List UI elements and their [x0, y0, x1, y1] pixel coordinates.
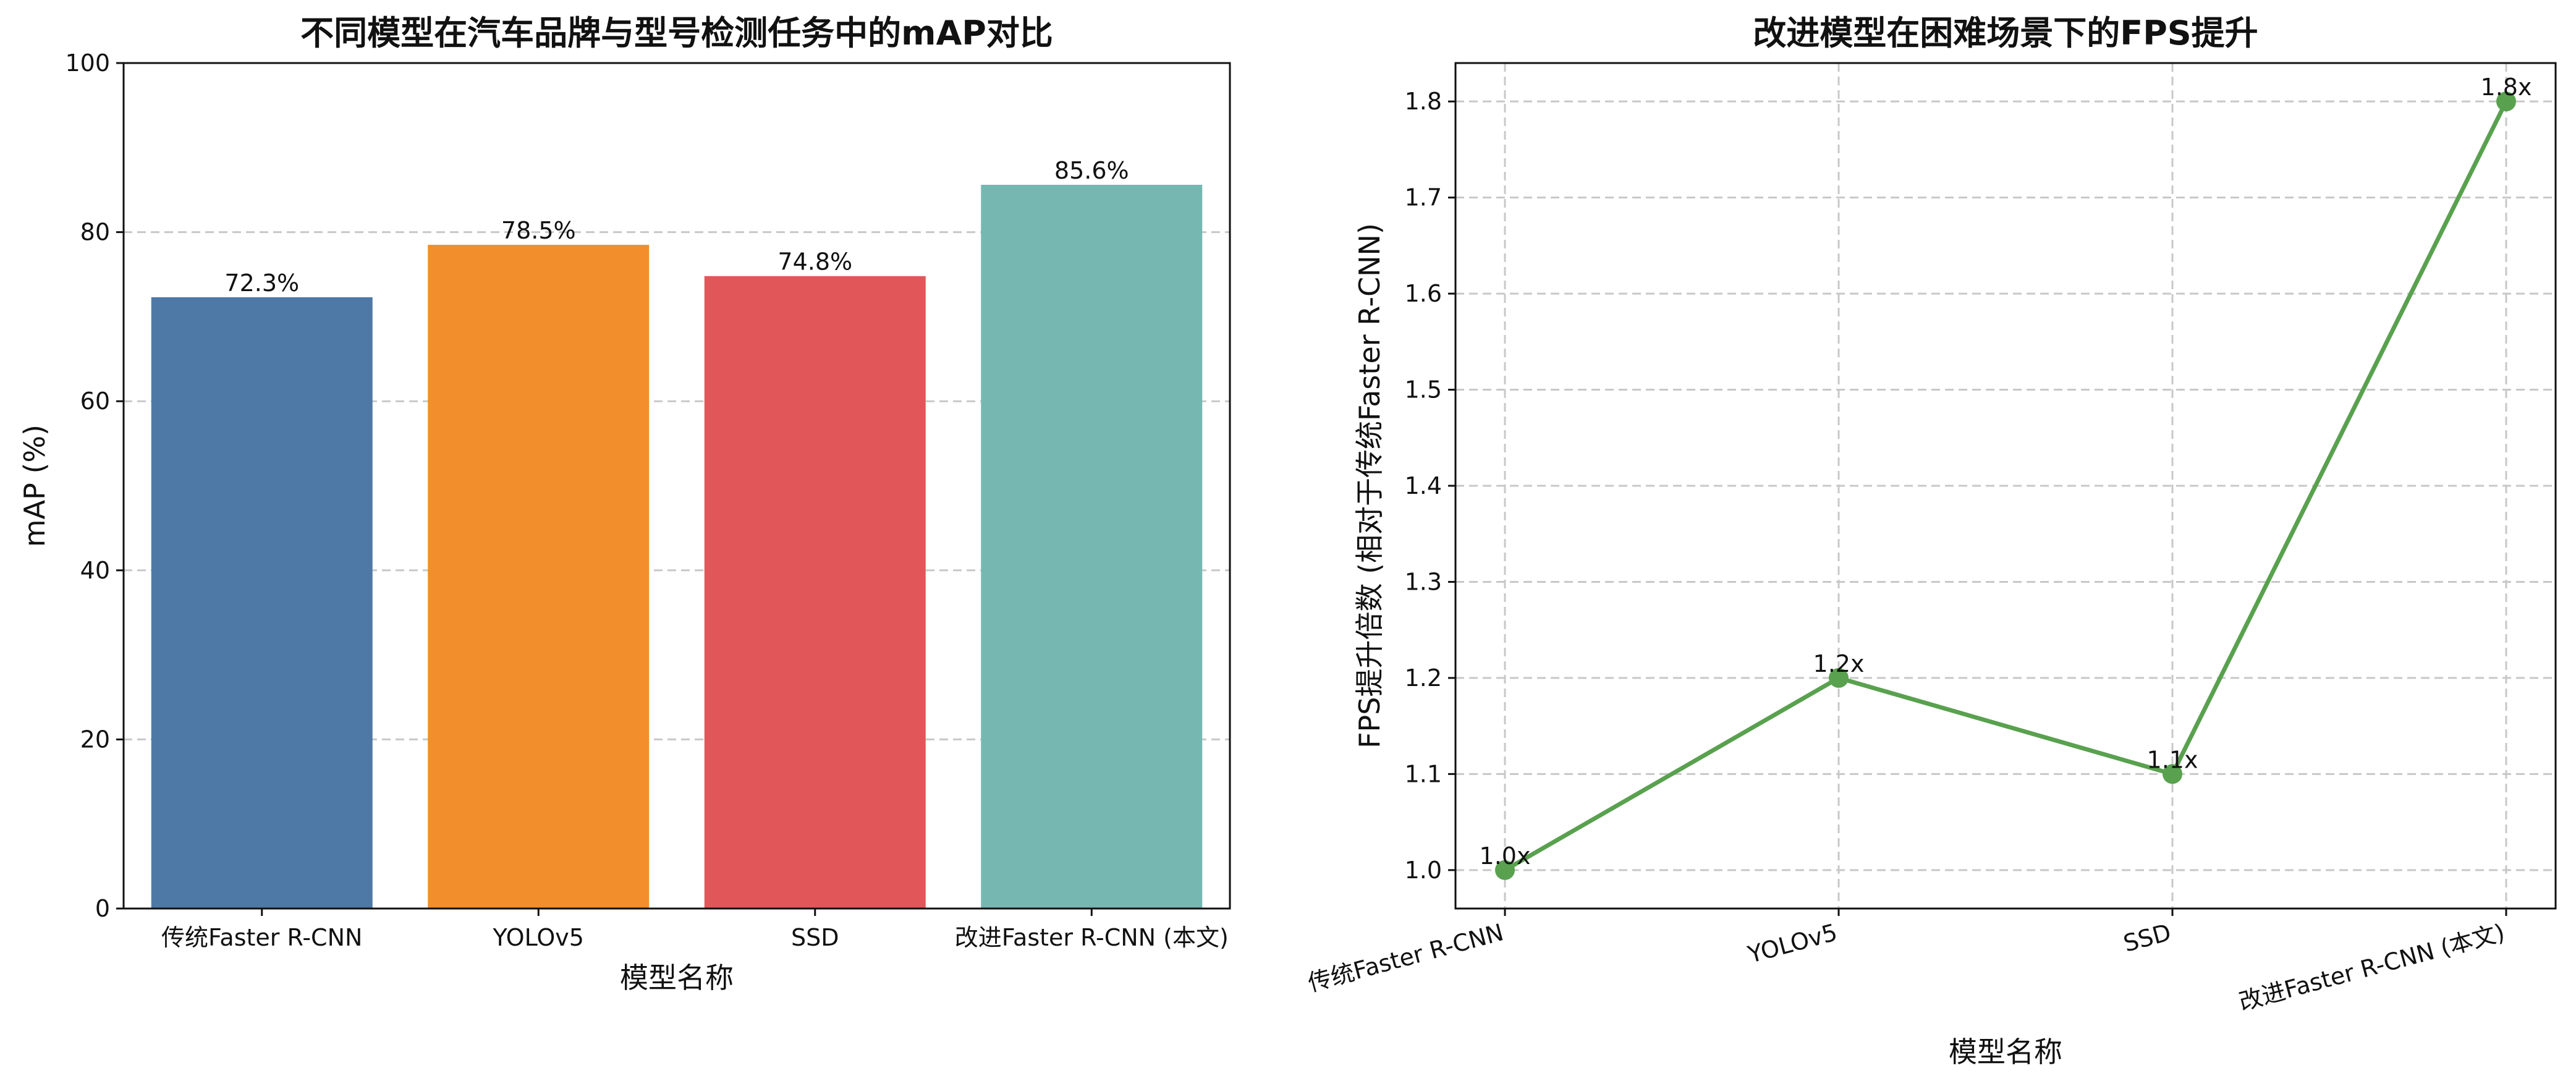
line-point: [1829, 667, 1849, 688]
bar-chart-y-tick-label: 100: [65, 49, 110, 77]
line-chart-y-tick-label: 1.8: [1405, 88, 1442, 115]
line-chart-y-ticks: 1.0 1.1 1.2 1.3 1.4 1.5 1.6 1.7 1.8: [1405, 88, 1455, 884]
bar-chart-x-tick-label: SSD: [791, 924, 839, 951]
line-chart-y-tick-label: 1.2: [1405, 664, 1442, 692]
bar-chart-y-tick-label: 40: [80, 557, 110, 584]
bar-chart-x-tick-label: 传统Faster R-CNN: [161, 924, 362, 951]
line-series: [1504, 100, 2509, 872]
line-chart-title: 改进模型在困难场景下的FPS提升: [1753, 14, 2258, 53]
line-chart-y-tick-label: 1.6: [1405, 280, 1442, 307]
line-chart-y-tick-label: 1.7: [1405, 184, 1442, 211]
bar: [151, 297, 373, 909]
bar-chart-x-tick-label: 改进Faster R-CNN (本文): [955, 924, 1229, 951]
line-point-value-label: 1.1x: [2147, 746, 2198, 773]
bar-chart-x-axis-label: 模型名称: [620, 961, 734, 994]
line-point: [2163, 764, 2182, 784]
bar-value-label: 74.8%: [777, 248, 852, 276]
bar-chart-x-ticks: 传统Faster R-CNN YOLOv5 SSD 改进Faster R-CNN (本…: [161, 909, 1229, 951]
line-chart-x-tick-label: SSD: [2121, 918, 2174, 957]
line-point-value-label: 1.8x: [2481, 74, 2532, 101]
line-chart-y-tick-label: 1.0: [1405, 857, 1442, 884]
line-point-value-label: 1.2x: [1813, 650, 1865, 677]
bar-chart-y-tick-label: 60: [80, 388, 110, 415]
bar: [704, 276, 926, 909]
bar-chart-y-tick-label: 80: [80, 219, 110, 246]
bar: [428, 245, 650, 909]
line-chart-y-tick-label: 1.5: [1405, 376, 1442, 404]
line-chart-x-tick-label: YOLOv5: [1745, 918, 1841, 968]
bar-chart-y-tick-label: 20: [80, 726, 110, 753]
bar-chart-y-tick-label: 0: [95, 895, 110, 922]
bar-chart-y-ticks: 0 20 40 60 80 100: [65, 49, 124, 922]
bar-chart: 不同模型在汽车品牌与型号检测任务中的mAP对比 72.3% 78.5% 74.8% 8…: [18, 14, 1231, 994]
line-point-value-label: 1.0x: [1480, 842, 1531, 870]
bar-chart-value-labels: 72.3% 78.5% 74.8% 85.6%: [224, 157, 1129, 297]
bar-chart-x-tick-label: YOLOv5: [493, 924, 584, 951]
line-chart-x-tick-label: 改进Faster R-CNN (本文): [2236, 918, 2507, 1015]
bar-chart-plot-frame: [122, 62, 1231, 910]
line-chart-y-tick-label: 1.3: [1405, 568, 1442, 595]
line-chart-y-tick-label: 1.1: [1405, 760, 1442, 787]
bar-value-label: 85.6%: [1054, 157, 1129, 184]
bar: [981, 184, 1203, 909]
line-chart: 改进模型在困难场景下的FPS提升 1.0x 1.2x 1.1x 1.8x 1.0 1.1…: [1305, 14, 2557, 1069]
line-chart-y-axis-label: FPS提升倍数 (相对于传统Faster R-CNN): [1353, 223, 1386, 748]
bar-value-label: 78.5%: [501, 217, 576, 244]
line-chart-value-labels: 1.0x 1.2x 1.1x 1.8x: [1480, 74, 2532, 870]
bar-chart-y-axis-label: mAP (%): [18, 425, 51, 547]
line-chart-gridlines: [1455, 63, 2556, 909]
line-chart-x-axis-label: 模型名称: [1949, 1035, 2062, 1069]
line-chart-series: [1495, 91, 2516, 880]
line-point: [1495, 860, 1515, 880]
line-chart-y-tick-label: 1.4: [1405, 472, 1442, 499]
line-chart-x-tick-label: 传统Faster R-CNN: [1305, 918, 1507, 997]
line-point: [2496, 91, 2516, 112]
bar-chart-bars: [151, 184, 1203, 909]
bar-value-label: 72.3%: [224, 269, 299, 297]
line-chart-x-ticks: 传统Faster R-CNN YOLOv5 SSD 改进Faster R-CNN (本…: [1305, 909, 2507, 1015]
bar-chart-title: 不同模型在汽车品牌与型号检测任务中的mAP对比: [300, 14, 1053, 53]
